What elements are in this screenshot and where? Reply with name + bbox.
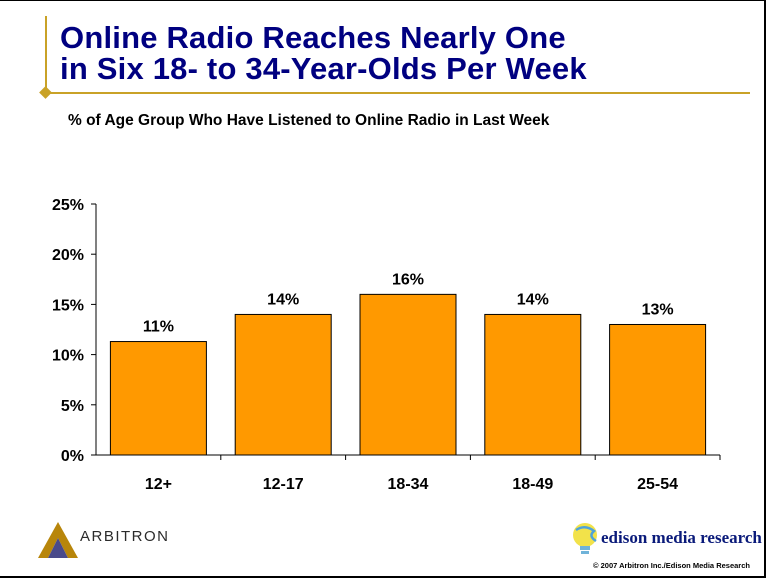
- y-tick-label: 25%: [52, 197, 84, 214]
- chart-title: % of Age Group Who Have Listened to Onli…: [68, 112, 550, 129]
- y-tick-label: 0%: [61, 448, 84, 465]
- bar-data-label: 14%: [267, 291, 299, 308]
- bar: [609, 323, 707, 456]
- bar: [109, 341, 207, 456]
- x-tick-label: 12+: [145, 476, 172, 493]
- bar: [359, 293, 457, 456]
- bar-data-label: 11%: [143, 319, 174, 336]
- copyright-notice: © 2007 Arbitron Inc./Edison Media Resear…: [593, 561, 750, 570]
- bar-data-label: 13%: [642, 301, 674, 318]
- x-tick-label: 18-34: [388, 476, 429, 493]
- x-tick-label: 18-49: [512, 476, 553, 493]
- edison-logo-text: edison media research: [601, 528, 762, 547]
- slide-title: Online Radio Reaches Nearly One in Six 1…: [60, 22, 750, 84]
- slide-title-line2: in Six 18- to 34-Year-Olds Per Week: [60, 51, 587, 86]
- title-accent-vertical: [45, 16, 47, 93]
- bar-data-label: 16%: [392, 271, 424, 288]
- edison-bulb-logo-icon: [573, 523, 597, 554]
- title-accent-horizontal: [45, 92, 750, 94]
- bar: [234, 313, 332, 456]
- bar-chart: 0% 5% 10% 15% 20% 25% 11% 12+ 14% 12-17 16% 18-34 14…: [52, 197, 721, 493]
- y-tick-label: 10%: [52, 348, 84, 365]
- y-tick-label: 15%: [52, 297, 84, 314]
- x-tick-label: 12-17: [263, 476, 304, 493]
- bar-data-label: 14%: [517, 291, 549, 308]
- slide-title-line1: Online Radio Reaches Nearly One: [60, 20, 566, 55]
- x-tick-label: 25-54: [637, 476, 678, 493]
- y-tick-label: 5%: [61, 398, 84, 415]
- bar: [484, 313, 582, 456]
- arbitron-logo-icon: [38, 522, 78, 558]
- y-tick-label: 20%: [52, 247, 84, 264]
- arbitron-logo-text: ARBITRON: [80, 528, 170, 545]
